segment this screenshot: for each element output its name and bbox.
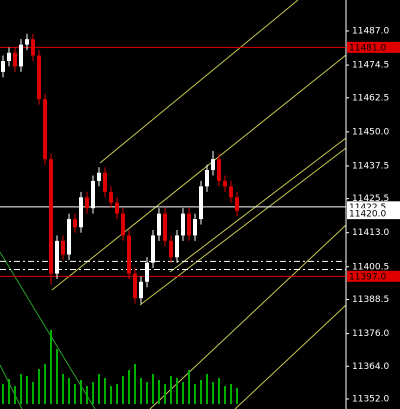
candle-body <box>181 213 185 236</box>
y-tick-label: 11450.0 <box>352 127 389 137</box>
y-tick-label: 11400.5 <box>352 262 389 272</box>
green-line <box>0 364 23 409</box>
candle-body <box>133 273 137 299</box>
channel-line <box>139 147 347 306</box>
candle-body <box>229 186 233 198</box>
candle-body <box>175 235 179 258</box>
y-tick-label: 11437.5 <box>352 161 389 171</box>
channel-line <box>149 224 347 409</box>
candle-body <box>13 52 17 67</box>
candle-body <box>151 235 155 263</box>
candle-body <box>37 55 41 100</box>
level-label: 11397.0 <box>349 272 386 282</box>
level-box <box>347 41 400 53</box>
candle-body <box>31 39 35 56</box>
level-box <box>347 201 400 213</box>
candle-body <box>49 159 53 274</box>
channel-line <box>99 0 299 164</box>
candle-body <box>205 170 209 187</box>
candle-body <box>199 186 203 220</box>
candle-body <box>19 44 23 67</box>
candle-body <box>211 159 215 171</box>
candle-body <box>127 235 131 274</box>
candle-body <box>85 197 89 209</box>
candle-body <box>61 240 65 255</box>
y-tick-label: 11425.5 <box>352 194 389 204</box>
y-tick-label: 11364.0 <box>352 362 389 372</box>
channel-line <box>51 54 347 291</box>
channel-line <box>169 137 347 273</box>
y-tick-label: 11352.0 <box>352 395 389 405</box>
level-box <box>347 208 400 220</box>
candle-body <box>139 281 143 299</box>
candle-body <box>91 180 95 209</box>
candle-body <box>223 180 227 187</box>
candle-body <box>7 52 11 61</box>
trend-lines <box>0 0 347 409</box>
y-tick-label: 11388.5 <box>352 295 389 305</box>
y-tick-label: 11462.5 <box>352 93 389 103</box>
candle-body <box>43 99 47 160</box>
candle-body <box>97 172 101 181</box>
candle-body <box>121 213 125 236</box>
candle-body <box>169 240 173 258</box>
level-box <box>347 270 400 282</box>
candle-body <box>145 262 149 282</box>
candle-body <box>187 213 191 236</box>
candle-body <box>79 197 83 228</box>
y-tick-label: 11413.0 <box>352 228 389 238</box>
green-line <box>0 251 96 409</box>
y-tick-label: 11376.0 <box>352 329 389 339</box>
y-tick-label: 11487.0 <box>352 27 389 37</box>
y-tick-label: 11474.5 <box>352 61 389 71</box>
candle-body <box>25 39 29 45</box>
level-label: 11422.5 <box>349 203 386 213</box>
candle-body <box>163 213 167 241</box>
candle-body <box>217 159 221 181</box>
candle-body <box>157 213 161 236</box>
channel-line <box>234 304 347 409</box>
candle-body <box>235 197 239 211</box>
candle-body <box>67 219 71 255</box>
candle-body <box>1 60 5 72</box>
level-label: 11481.0 <box>349 43 386 53</box>
candle-body <box>55 240 59 274</box>
candle-body <box>73 219 77 228</box>
candle-body <box>115 202 119 214</box>
candle-body <box>103 172 107 192</box>
candle-body <box>193 219 197 236</box>
level-label: 11420.0 <box>349 210 386 220</box>
candle-body <box>109 191 113 203</box>
